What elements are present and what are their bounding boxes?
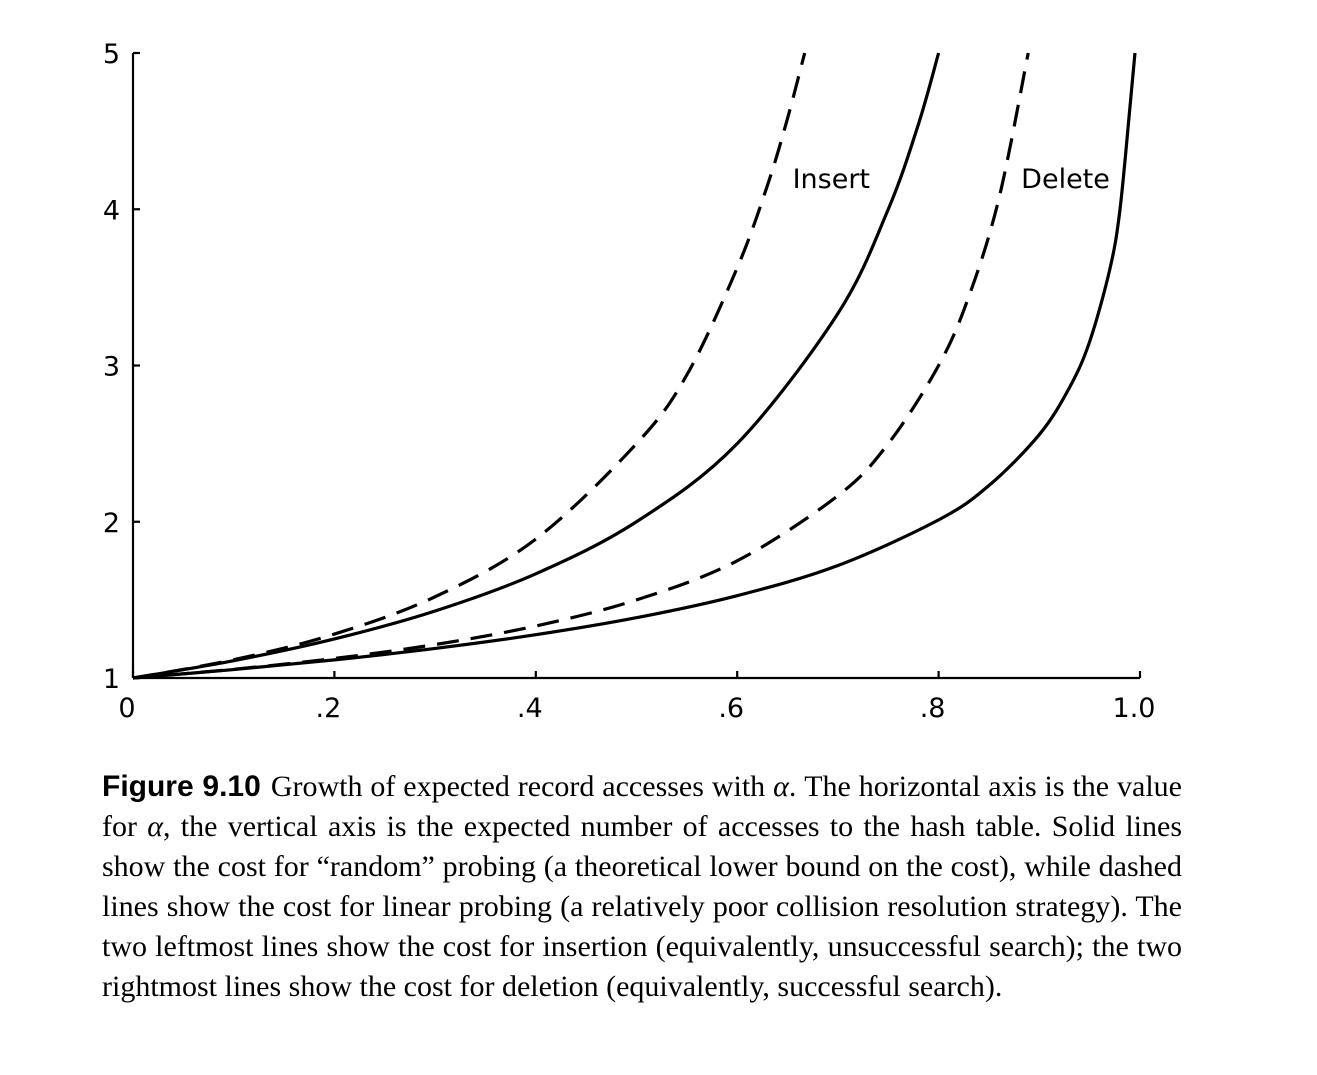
chart: 0 .2 .4 .6 .8 1.0 1 2 3 4 5 Insert Delete [103, 39, 1156, 724]
caption-text-3: , the vertical axis is the expected numb… [102, 810, 1182, 1003]
labels: Insert Delete [793, 164, 1110, 195]
axes: 0 .2 .4 .6 .8 1.0 1 2 3 4 5 [103, 39, 1156, 724]
curve-label-insert: Insert [793, 164, 870, 195]
y-tick-label: 5 [103, 39, 120, 70]
x-tick-label: .4 [517, 693, 543, 724]
dashed-curve-3 [132, 52, 1030, 680]
caption-text-1: Growth of expected record accesses with [270, 770, 774, 803]
x-tick-label: .6 [718, 693, 744, 724]
figure-caption: Figure 9.10 Growth of expected record acc… [102, 767, 1182, 1007]
x-tick-label: .8 [920, 693, 946, 724]
y-tick-label: 2 [103, 508, 120, 539]
y-tick-label: 1 [103, 664, 120, 695]
curve-label-delete: Delete [1021, 164, 1110, 195]
solid-curve-2 [132, 52, 941, 680]
y-tick-label: 4 [103, 195, 120, 226]
dashed-curve-1 [132, 52, 807, 680]
curves [132, 52, 1137, 680]
figure-label: Figure 9.10 [102, 770, 261, 803]
caption-alpha-1: α [773, 770, 789, 803]
x-tick-label: .2 [316, 693, 342, 724]
x-tick-label: 0 [118, 693, 135, 724]
caption-text-2: . The horizontal axis is the value for [102, 770, 1182, 843]
y-tick-label: 3 [103, 352, 120, 383]
x-tick-label: 1.0 [1113, 693, 1156, 724]
caption-alpha-2: α [147, 810, 164, 843]
solid-curve-4 [132, 52, 1137, 680]
